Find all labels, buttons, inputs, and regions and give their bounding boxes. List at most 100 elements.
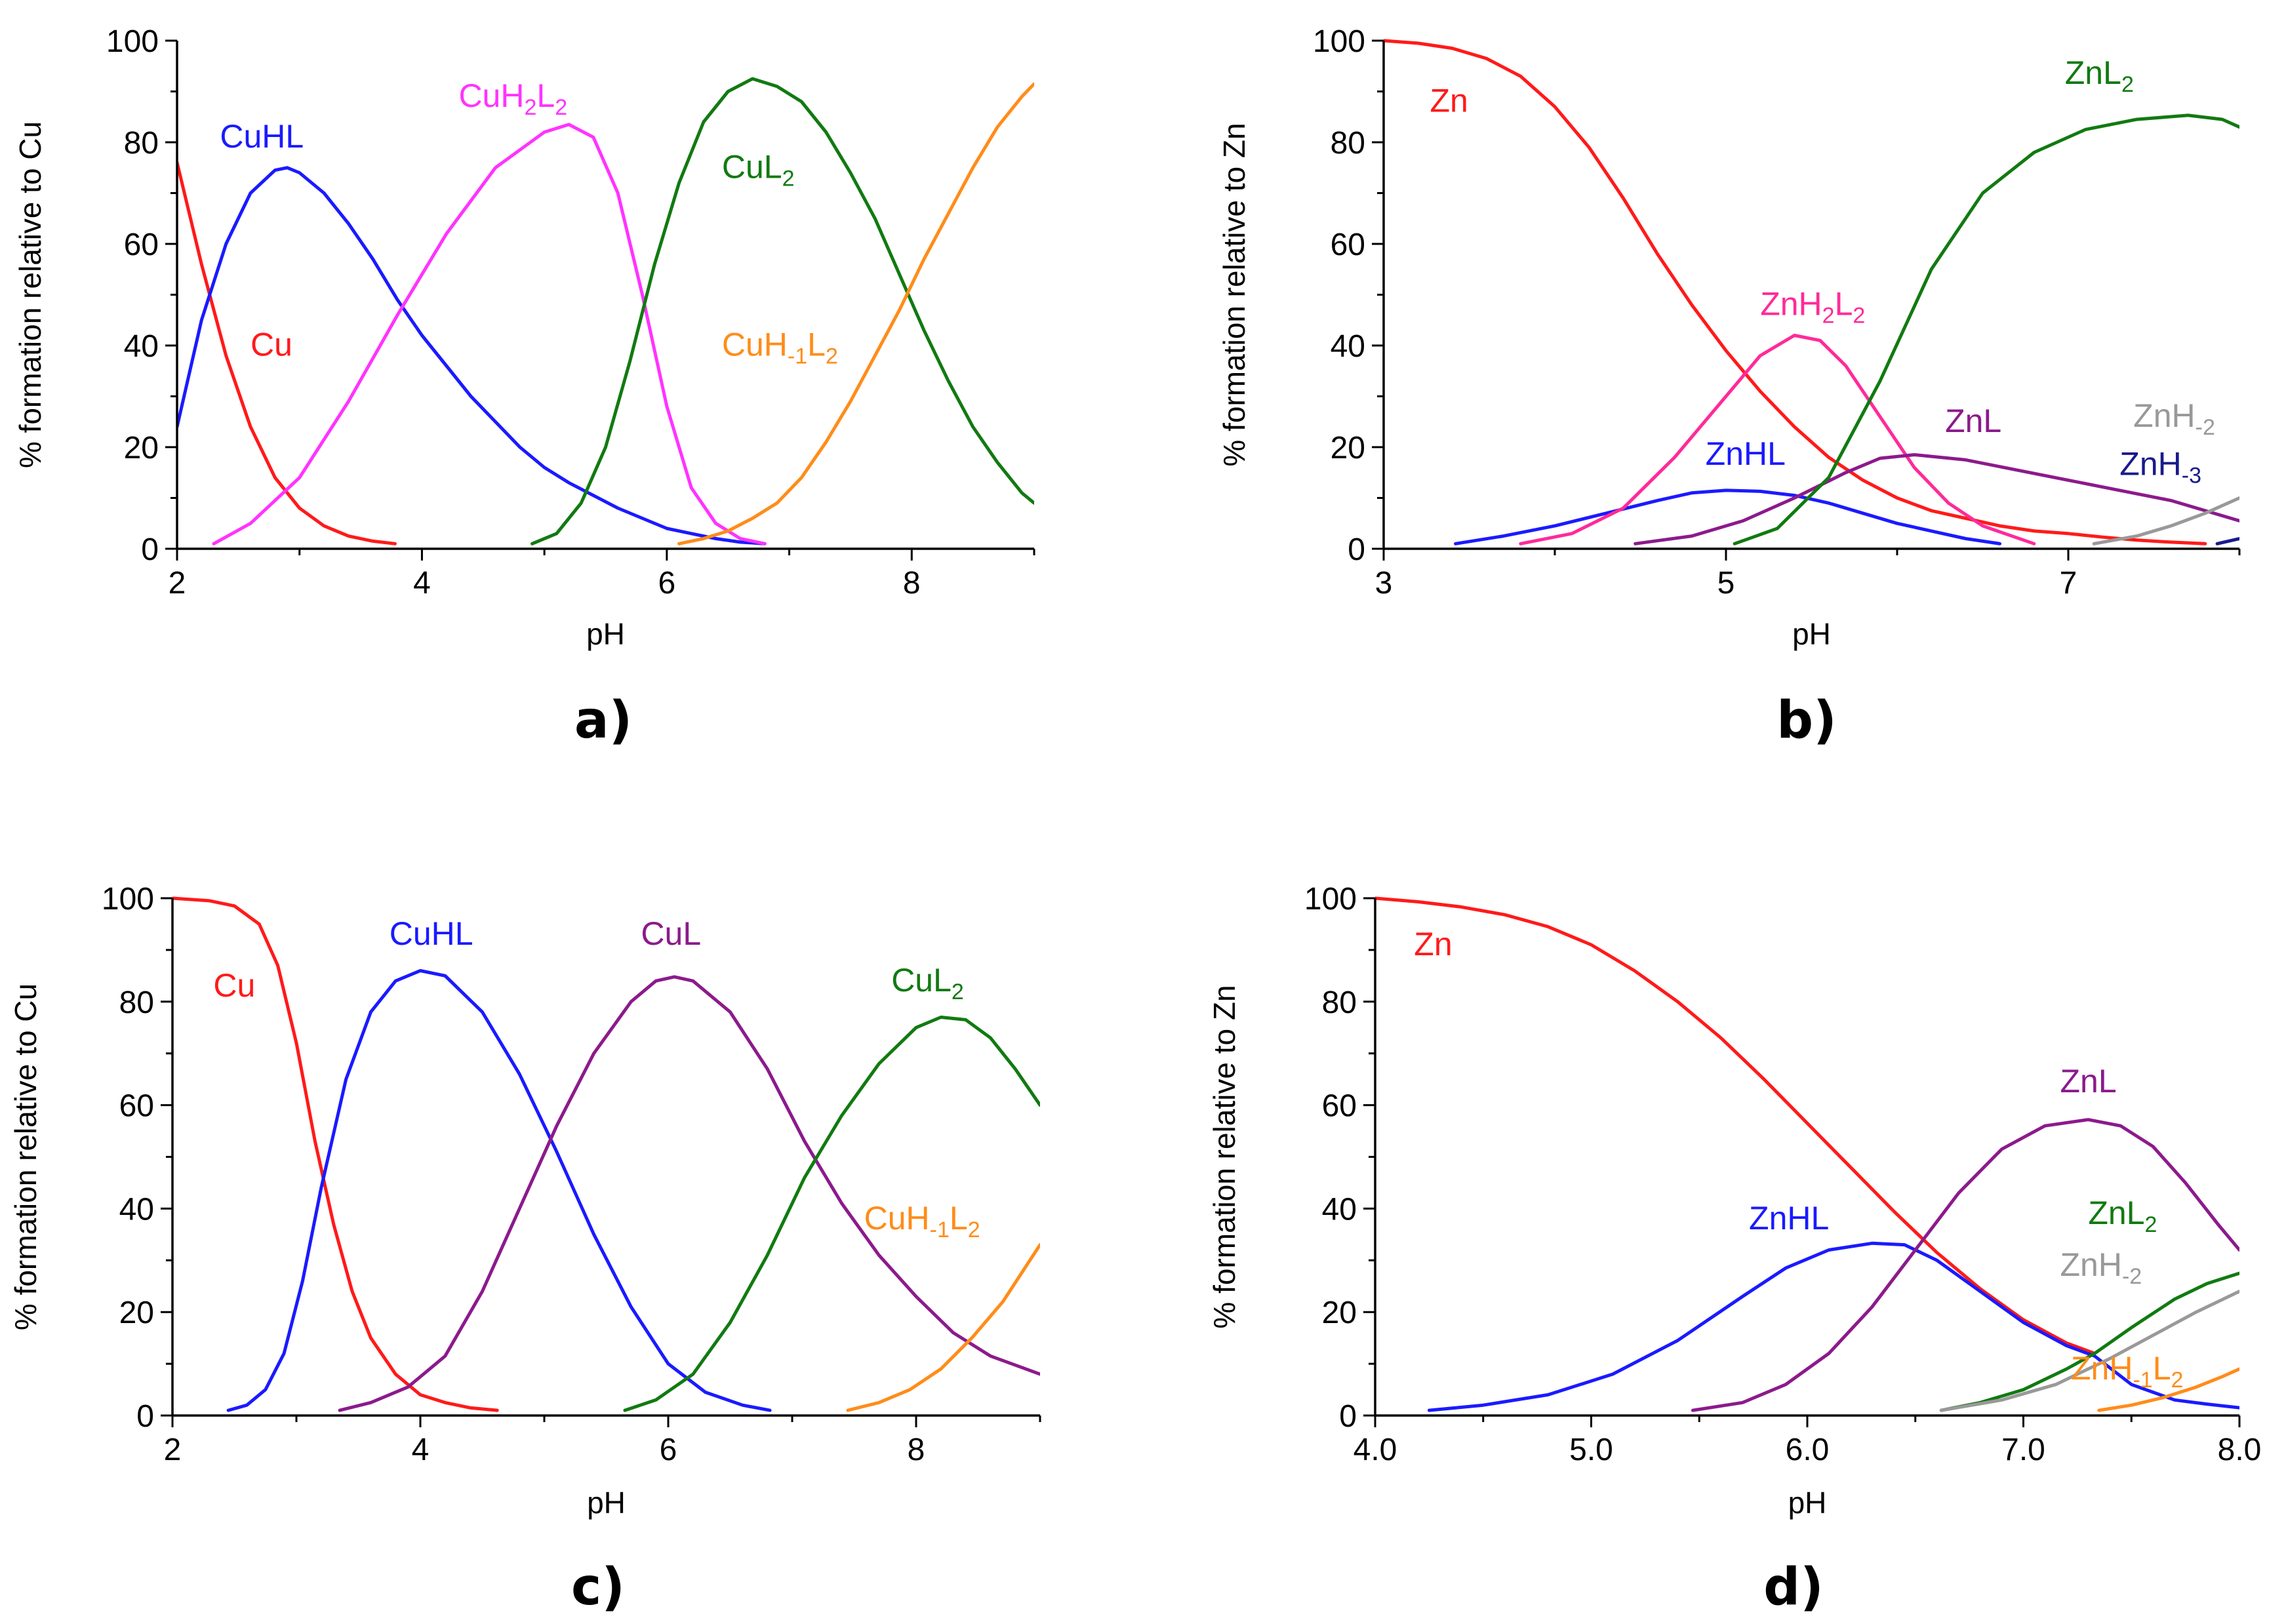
chart-panel-d: d) pH % formation relative to Zn 4.0 5.0 6… bbox=[1207, 882, 2261, 1617]
series-label-cu: Cu bbox=[213, 967, 255, 1004]
series-line-znh-1l2 bbox=[2097, 1367, 2239, 1412]
x-tick-label-a: 8 bbox=[903, 566, 921, 601]
series-label-zn: Zn bbox=[1430, 83, 1468, 119]
series-label-znh-2: ZnH-2 bbox=[2133, 397, 2215, 440]
series-group-c bbox=[172, 896, 1040, 1412]
x-tick-label-c: 8 bbox=[908, 1433, 925, 1467]
chart-panel-c: c) pH % formation relative to Cu 2 4 6 80 20… bbox=[9, 882, 1041, 1617]
series-line-cuh2l2 bbox=[212, 123, 767, 545]
series-line-znh-2 bbox=[2092, 496, 2239, 545]
series-line-zn bbox=[1375, 896, 2096, 1355]
y-tick-label-c: 80 bbox=[119, 985, 154, 1020]
x-tick-label-a: 6 bbox=[658, 566, 676, 601]
y-tick-label-a: 0 bbox=[141, 532, 159, 567]
series-group-b bbox=[1384, 39, 2239, 545]
x-axis-title-c: pH bbox=[587, 1486, 626, 1520]
series-label-cuh-1l2: CuH-1L2 bbox=[864, 1200, 980, 1242]
series-group-a bbox=[177, 77, 1034, 545]
panel-tag-a: a) bbox=[574, 691, 632, 750]
series-label-cuh2l2: CuH2L2 bbox=[458, 77, 567, 120]
series-label-cuhl: CuHL bbox=[390, 915, 473, 952]
y-tick-label-a: 20 bbox=[124, 431, 159, 465]
series-line-cuh-1l2 bbox=[677, 82, 1034, 545]
series-label-cuhl: CuHL bbox=[220, 118, 304, 155]
x-tick-label-d: 5.0 bbox=[1569, 1433, 1613, 1467]
series-line-cuh-1l2 bbox=[846, 1243, 1040, 1412]
x-tick-label-c: 6 bbox=[660, 1433, 677, 1467]
y-tick-label-d: 0 bbox=[1339, 1399, 1357, 1434]
series-label-cu: Cu bbox=[251, 327, 292, 363]
x-tick-label-b: 7 bbox=[2060, 566, 2077, 601]
x-tick-label-a: 4 bbox=[413, 566, 431, 601]
x-tick-label-a: 2 bbox=[169, 566, 186, 601]
series-line-cul bbox=[338, 975, 1040, 1412]
y-tick-label-b: 100 bbox=[1313, 24, 1365, 59]
x-tick-label-c: 4 bbox=[412, 1433, 430, 1467]
series-line-znh2l2 bbox=[1519, 334, 2036, 545]
series-line-znl2 bbox=[1733, 113, 2239, 545]
y-tick-label-c: 20 bbox=[119, 1296, 154, 1330]
x-axis-title-b: pH bbox=[1792, 617, 1831, 651]
y-tick-label-a: 60 bbox=[124, 228, 159, 262]
panel-tag-b: b) bbox=[1776, 691, 1836, 750]
y-tick-label-b: 40 bbox=[1331, 329, 1365, 364]
x-tick-label-c: 2 bbox=[164, 1433, 182, 1467]
series-group-d bbox=[1375, 896, 2239, 1412]
series-line-znl bbox=[1691, 1118, 2239, 1412]
series-label-znh2l2: ZnH2L2 bbox=[1760, 286, 1865, 328]
series-label-cul2: CuL2 bbox=[722, 148, 795, 191]
y-axis-title-d: % formation relative to Zn bbox=[1207, 985, 1241, 1328]
y-tick-label-b: 80 bbox=[1331, 126, 1365, 161]
panel-tag-d: d) bbox=[1763, 1558, 1823, 1617]
y-tick-label-d: 20 bbox=[1322, 1296, 1357, 1330]
series-line-cuhl bbox=[226, 969, 772, 1412]
y-tick-label-d: 60 bbox=[1322, 1089, 1357, 1124]
chart-panel-a: a) pH % formation relative to Cu 2 4 6 8020… bbox=[13, 24, 1035, 750]
y-tick-label-d: 80 bbox=[1322, 985, 1357, 1020]
series-line-cu bbox=[172, 896, 499, 1412]
y-tick-label-c: 40 bbox=[119, 1192, 154, 1227]
y-tick-label-a: 100 bbox=[106, 24, 159, 59]
y-tick-label-c: 100 bbox=[102, 882, 154, 917]
series-line-cul2 bbox=[623, 1016, 1040, 1412]
y-axis-title-c: % formation relative to Cu bbox=[9, 983, 43, 1330]
series-label-znh-3: ZnH-3 bbox=[2119, 446, 2201, 488]
x-tick-label-d: 6.0 bbox=[1786, 1433, 1830, 1467]
x-tick-label-b: 5 bbox=[1717, 566, 1735, 601]
series-label-cuh-1l2: CuH-1L2 bbox=[722, 327, 838, 369]
y-axis-title-b: % formation relative to Zn bbox=[1217, 123, 1251, 466]
y-tick-label-b: 20 bbox=[1331, 431, 1365, 465]
x-tick-label-b: 3 bbox=[1375, 566, 1393, 601]
x-tick-label-d: 7.0 bbox=[2001, 1433, 2045, 1467]
series-label-znl2: ZnL2 bbox=[2065, 54, 2134, 97]
series-line-znhl bbox=[1427, 1241, 2239, 1412]
chart-panel-b: b) pH % formation relative to Zn 3 5 7 0 20 4… bbox=[1217, 24, 2241, 750]
series-label-cul2: CuL2 bbox=[891, 962, 964, 1004]
y-axis-title-a: % formation relative to Cu bbox=[13, 121, 47, 468]
series-line-znl2 bbox=[1939, 1271, 2239, 1412]
series-line-znhl bbox=[1454, 488, 2002, 545]
series-line-cu bbox=[177, 161, 397, 545]
x-tick-label-d: 8.0 bbox=[2218, 1433, 2262, 1467]
series-label-znl: ZnL bbox=[1945, 403, 2001, 439]
series-label-znl: ZnL bbox=[2060, 1063, 2117, 1099]
series-label-znh-2: ZnH-2 bbox=[2060, 1246, 2142, 1289]
series-label-znhl: ZnHL bbox=[1706, 435, 1786, 472]
series-label-znl2: ZnL2 bbox=[2088, 1195, 2157, 1237]
panel-tag-c: c) bbox=[571, 1558, 625, 1617]
y-tick-label-c: 60 bbox=[119, 1089, 154, 1124]
series-line-znl bbox=[1634, 453, 2239, 545]
y-tick-label-d: 40 bbox=[1322, 1192, 1357, 1227]
series-line-znh-3 bbox=[2215, 537, 2239, 545]
series-label-znh-1l2: ZnH-1L2 bbox=[2071, 1350, 2183, 1393]
y-tick-label-b: 60 bbox=[1331, 228, 1365, 262]
series-line-znh-2 bbox=[1939, 1290, 2239, 1412]
series-label-cul: CuL bbox=[641, 915, 701, 952]
y-tick-label-b: 0 bbox=[1348, 532, 1365, 567]
series-line-cuhl bbox=[177, 166, 767, 545]
x-tick-label-d: 4.0 bbox=[1354, 1433, 1397, 1467]
series-label-znhl: ZnHL bbox=[1749, 1200, 1829, 1237]
y-tick-label-a: 40 bbox=[124, 329, 159, 364]
series-line-cul2 bbox=[531, 77, 1034, 545]
